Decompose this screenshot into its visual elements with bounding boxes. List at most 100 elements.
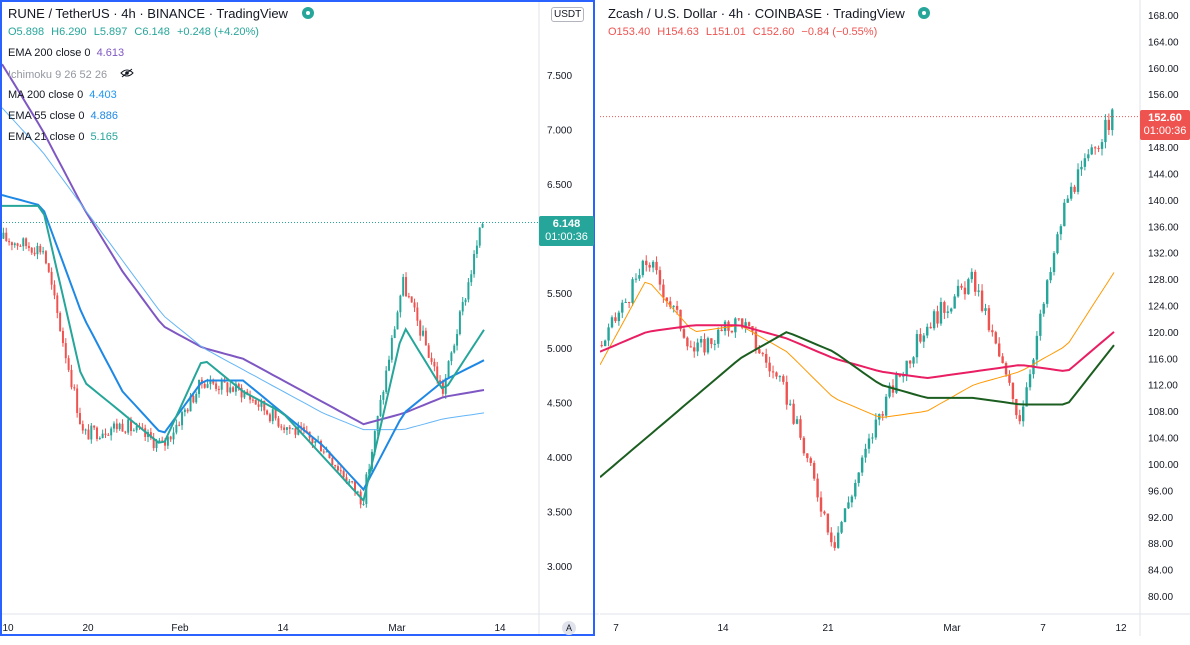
candle-body [847,502,850,509]
candle-body [703,339,706,353]
candle-body [237,383,240,388]
candle-body [382,391,385,400]
candle-body [481,223,484,228]
candle-body [710,338,713,345]
candle-body [631,279,634,303]
candle-body [775,372,778,377]
symbol-title[interactable]: RUNE / TetherUS [8,6,110,21]
candle-body [470,274,473,283]
indicator-ma200[interactable]: MA 200 close 0 4.403 [8,89,117,101]
symbol-title[interactable]: Zcash / U.S. Dollar [608,6,718,21]
market-status-icon[interactable] [918,7,931,19]
candle-body [1104,119,1107,143]
candle-body [778,376,782,378]
candle-body [266,410,269,415]
price-tick-label: 6.500 [547,180,572,191]
candle-body [922,335,926,342]
candle-body [161,440,164,442]
candle-body [967,279,970,295]
candle-body [747,322,751,327]
candle-body [741,318,744,328]
candle-body [95,427,98,439]
candle-body [932,311,936,329]
candle-body [50,271,53,285]
candle-body [850,496,854,503]
candle-body [1097,148,1100,150]
auto-scale-button[interactable]: A [562,621,576,635]
rune-chart-canvas[interactable]: 3.0003.5004.0004.5005.0005.5006.0006.500… [0,0,599,645]
candle-body [1045,280,1049,304]
interval-label[interactable]: 4h [121,6,136,21]
candle-body [658,270,662,285]
candle-body [362,504,365,506]
candle-body [107,434,110,436]
hidden-eye-icon[interactable] [120,68,134,81]
market-status-icon[interactable] [301,7,314,19]
candle-body [771,371,775,373]
zcash-chart-canvas[interactable]: 80.00 84.00 88.00 92.00 96.00 100.00 104.00 108… [600,0,1190,645]
candle-body [1083,158,1087,167]
candle-body [974,271,977,292]
candle-body [651,261,655,268]
indicator-ema55[interactable]: EMA 55 close 0 4.886 [8,110,118,122]
time-tick-label: 14 [494,623,506,634]
candle-body [385,370,388,392]
candle-body [175,424,178,433]
candle-body [243,391,246,398]
candle-body [1076,169,1080,192]
candle-body [436,366,439,381]
candle-body [819,497,823,512]
candle-body [67,358,70,370]
rune-chart-pane[interactable]: 3.0003.5004.0004.5005.0005.5006.0006.500… [0,0,599,645]
candle-body [905,360,908,375]
candle-body [823,511,826,514]
candle-body [195,394,198,403]
candle-body [826,513,830,533]
candle-body [203,383,206,388]
candle-body [390,337,393,360]
currency-button[interactable]: USDT [551,7,585,22]
candle-body [181,412,184,426]
candle-body [970,271,973,280]
candle-body [686,337,689,347]
candle-body [345,477,348,483]
candle-body [744,322,747,328]
candle-body [634,278,638,280]
candle-body [1011,382,1015,399]
candle-body [806,453,809,459]
candle-body [758,349,761,354]
candle-body [475,245,478,254]
candle-body [610,317,614,328]
candle-body [867,438,871,449]
zcash-chart-pane[interactable]: 80.00 84.00 88.00 92.00 96.00 100.00 104.00 108… [600,0,1190,645]
candle-body [271,409,274,422]
ma-line [600,331,1115,478]
price-tick-label: 100.00 [1148,460,1179,471]
indicator-ema21[interactable]: EMA 21 close 0 5.165 [8,131,118,143]
candle-body [70,369,73,388]
candle-body [124,431,127,433]
candle-body [1004,363,1008,375]
low-value: L151.01 [705,26,746,38]
candle-body [1080,166,1083,170]
interval-label[interactable]: 4h [728,6,744,21]
candle-body [888,385,891,397]
candle-body [410,296,413,303]
candle-body [946,311,950,313]
price-tick-label: 120.00 [1148,328,1179,339]
exchange-label: BINANCE [147,6,206,21]
candle-body [155,440,158,449]
candle-body [679,309,682,330]
ma-line [2,204,485,503]
candle-body [864,448,867,458]
candle-body [61,330,64,344]
candle-body [1063,202,1066,227]
indicator-ema200[interactable]: EMA 200 close 0 4.613 [8,47,124,59]
candle-body [113,423,115,429]
indicator-ichimoku[interactable]: Ichimoku 9 26 52 26 [8,68,134,81]
candle-body [84,429,87,431]
candle-body [25,238,28,247]
candle-body [64,343,67,359]
candle-body [342,471,345,478]
candle-body [78,413,81,425]
